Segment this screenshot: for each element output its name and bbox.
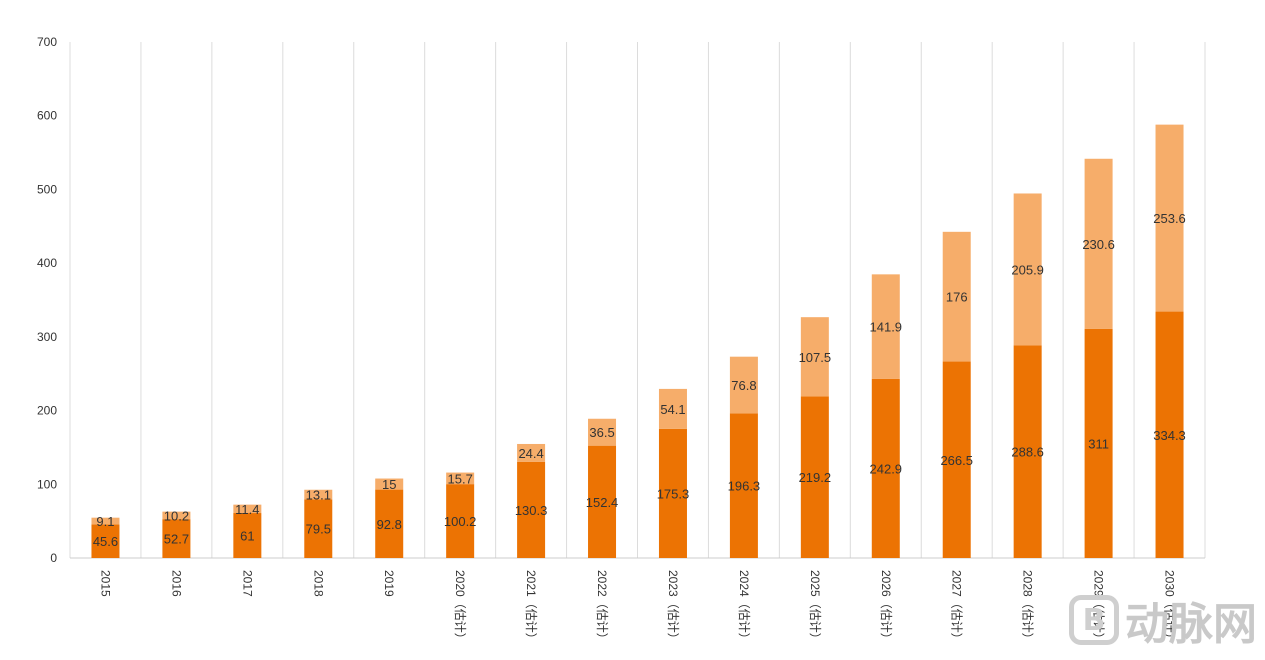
x-tick-label: 2022（估计） [595,570,609,645]
data-label: 45.6 [93,534,118,549]
data-label: 11.4 [235,502,259,517]
bar-segment [800,317,829,397]
data-label: 36.5 [589,425,614,440]
data-label: 334.3 [1153,428,1186,443]
bar-segment [588,418,617,446]
bar-segment [91,517,120,525]
bar-segment [517,461,546,558]
data-label: 92.8 [377,517,402,532]
x-tick-label: 2027（估计） [950,570,964,645]
data-label: 107.5 [799,350,832,365]
bar-segment [233,513,262,558]
bar-segment [1155,311,1184,558]
bar-segment [588,445,617,558]
data-label: 288.6 [1011,445,1044,460]
x-tick-label: 2030（估计） [1163,570,1177,645]
bar-segment [1084,328,1113,558]
y-tick-label: 700 [37,35,57,49]
x-tick-label: 2015 [98,570,112,597]
bar-segment [1013,193,1042,346]
y-tick-label: 500 [37,182,57,196]
bar-segment [729,356,758,414]
x-tick-label: 2023（估计） [666,570,680,645]
x-tick-label: 2028（估计） [1021,570,1035,645]
data-label: 52.7 [164,532,189,547]
x-tick-label: 2024（估计） [737,570,751,645]
data-label: 141.9 [870,320,903,335]
bar-segment [375,489,404,558]
bar-segment [446,484,475,558]
data-label: 219.2 [799,470,832,485]
data-label: 9.1 [96,514,114,529]
bar-segment [871,378,900,558]
data-label: 205.9 [1011,262,1044,277]
data-label: 54.1 [660,402,685,417]
bar-segment [1084,158,1113,329]
data-label: 100.2 [444,514,477,529]
data-label: 266.5 [940,453,973,468]
bar-segment [729,413,758,558]
x-tick-label: 2026（估计） [879,570,893,645]
y-tick-label: 100 [37,477,57,491]
bar-segment [1155,124,1184,312]
x-tick-label: 2020（估计） [453,570,467,645]
bar-segment [233,504,262,514]
bar-segment [162,511,191,520]
bar-segment [162,519,191,558]
y-tick-label: 600 [37,109,57,123]
x-tick-label: 2029（估计） [1092,570,1106,645]
bar-segment [871,274,900,379]
bar-segment [942,231,971,362]
x-tick-label: 2019 [382,570,396,597]
bar-segment [942,361,971,558]
data-label: 24.4 [518,446,543,461]
data-label: 10.2 [164,508,189,523]
y-tick-label: 200 [37,404,57,418]
bar-segment [800,396,829,558]
data-label: 176 [946,290,968,305]
data-label: 196.3 [728,479,761,494]
data-label: 61 [240,529,254,544]
bar-segment [658,388,687,429]
data-label: 15.7 [448,471,473,486]
data-label: 152.4 [586,495,619,510]
bar-segment [1013,345,1042,558]
bar-segment [304,499,333,558]
y-tick-label: 0 [50,551,57,565]
data-label: 311 [1088,436,1109,451]
data-label: 242.9 [870,461,903,476]
x-tick-label: 2016 [169,570,183,597]
data-label: 76.8 [731,378,756,393]
bar-segment [517,443,546,462]
data-label: 13.1 [306,488,331,503]
data-label: 253.6 [1153,211,1186,226]
data-label: 230.6 [1082,237,1115,252]
y-tick-label: 300 [37,330,57,344]
x-tick-label: 2018 [311,570,325,597]
data-label: 175.3 [657,486,690,501]
bar-segment [91,524,120,558]
bar-segment [304,489,333,500]
bar-segment [375,478,404,490]
x-tick-label: 2017 [240,570,254,597]
x-tick-label: 2025（估计） [808,570,822,645]
data-label: 15 [382,477,396,492]
data-label: 130.3 [515,503,548,518]
x-tick-label: 2021（估计） [524,570,538,645]
y-tick-label: 400 [37,256,57,270]
bar-segment [658,428,687,558]
data-label: 79.5 [306,522,331,537]
bar-segment [446,472,475,485]
